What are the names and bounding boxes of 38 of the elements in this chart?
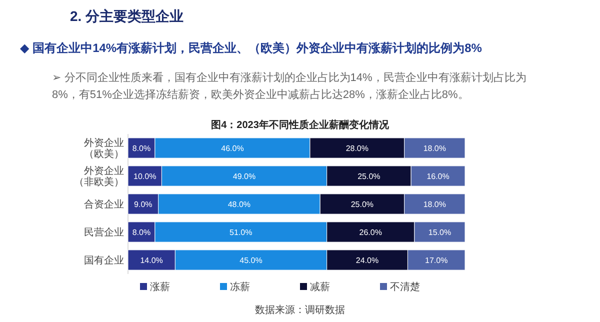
text: ➢ 分不同企业性质来看，国有企业中有涨薪计划的企业占比为14%，民营企业中有涨薪计划占比为8%，有51%企业选择冻结薪资，欧美外资企业中减薪占比达28%，涨薪企业占比8%。 [52, 70, 528, 103]
data-label: 15.0% [428, 228, 452, 237]
y-tick-label: 合资企业 [84, 198, 124, 210]
series-label: 冻薪 [230, 281, 250, 293]
y-tick-label: 民营企业 [84, 226, 124, 238]
chart-title: 图4：2023年不同性质企业薪酬变化情况 [210, 118, 390, 132]
data-label: 28.0% [346, 144, 369, 153]
y-tick-label: 外资企业（非欧美） [74, 165, 124, 188]
data-label: 51.0% [230, 228, 252, 237]
data-label: 25.0% [350, 200, 374, 209]
y-tick-label: 外资企业（欧美） [84, 137, 124, 160]
legend-label: 涨薪 [150, 281, 170, 293]
legend-item: 减薪 [300, 282, 330, 293]
data-label: 8.0% [132, 228, 151, 237]
legend-item: 不清楚 [380, 282, 420, 293]
legend-item: 涨薪 [140, 282, 170, 293]
data-label: 46.0% [221, 144, 244, 153]
data-label: 25.0% [358, 172, 380, 181]
data-label: 10.0% [134, 172, 156, 181]
source-note: 数据来源：调研数据 [254, 304, 346, 317]
data-label: 18.0% [423, 144, 446, 153]
text: ◆ 国有企业中14%有涨薪计划，民营企业、（欧美）外资企业中有涨薪计划的比例为8% [20, 40, 482, 57]
data-label: 8.0% [132, 144, 151, 153]
legend-item: 冻薪 [220, 282, 250, 293]
data-label: 24.0% [356, 256, 379, 265]
data-label: 26.0% [359, 228, 382, 237]
legend-label: 减薪 [310, 281, 330, 293]
data-label: 17.0% [425, 256, 448, 265]
y-tick-label: 国有企业 [84, 254, 124, 266]
data-label: 14.0% [140, 256, 163, 265]
data-label: 16.0% [426, 172, 450, 181]
data-label: 18.0% [423, 200, 446, 209]
text: 2. 分主要类型企业 [70, 8, 184, 26]
data-label: 9.0% [134, 200, 152, 209]
data-label: 48.0% [228, 200, 251, 209]
data-label: 45.0% [240, 256, 262, 265]
data-label: 49.0% [232, 172, 256, 181]
legend-label: 不清楚 [390, 281, 420, 293]
